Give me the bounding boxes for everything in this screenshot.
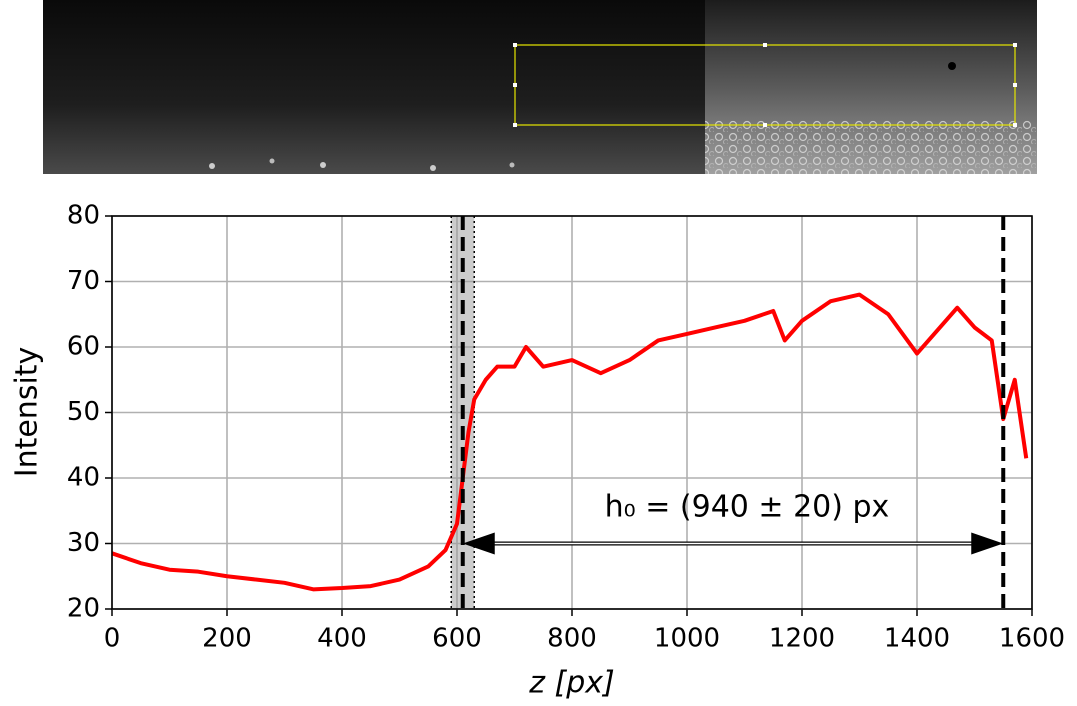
x-tick-label: 400 [317,624,367,654]
y-tick-label: 20 [67,594,100,624]
annotation: h₀ = (940 ± 20) px [605,490,890,525]
x-tick-label: 0 [104,624,121,654]
x-tick-label: 800 [547,624,597,654]
data-line [111,292,1029,592]
plot-frame [111,215,1033,610]
y-tick-label: 60 [67,332,100,362]
x-tick-label: 1200 [769,624,835,654]
x-tick-label: 200 [202,624,252,654]
x-tick-label: 1000 [654,624,720,654]
x-tick-label: 1400 [884,624,950,654]
microscope-image [43,0,1037,174]
arrow-head [971,532,1004,555]
x-tick-label: 600 [432,624,482,654]
x-tick-label: 1600 [999,624,1065,654]
plot: 0 200 400 600 800 1000 1200 1400 1600 20 30 40 50 60 7… [67,201,1065,654]
y-tick-label: 40 [67,463,100,493]
y-tick-label: 70 [67,266,100,296]
y-axis-label: Intensity [10,347,45,478]
y-tick-label: 50 [67,397,100,427]
arrow-head [462,532,495,555]
x-axis-label: z [px] [528,666,615,701]
y-tick-label: 80 [67,201,100,231]
y-tick-label: 30 [67,528,100,558]
